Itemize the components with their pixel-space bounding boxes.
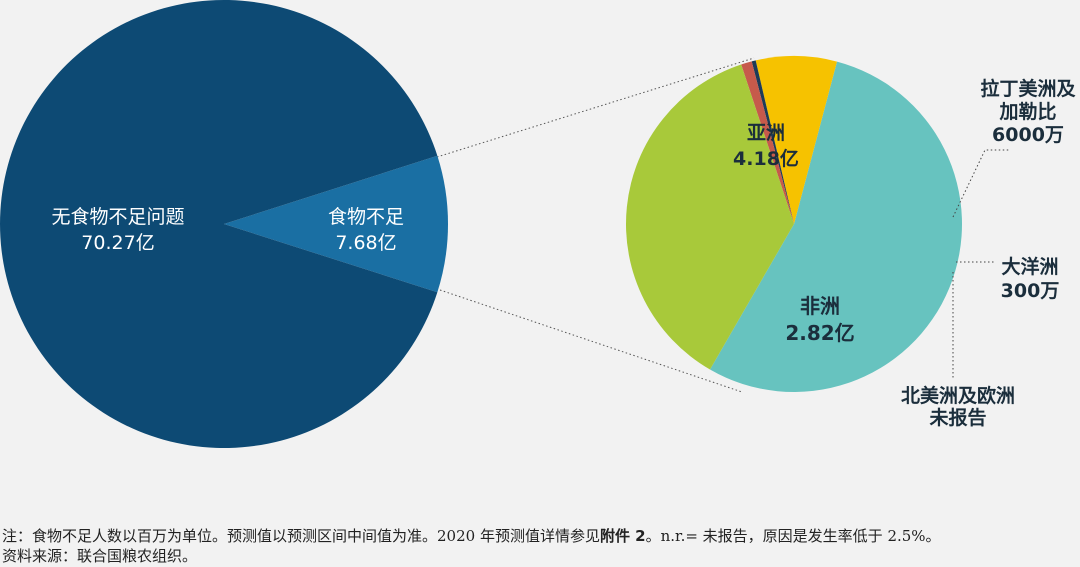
footnote: 注：食物不足人数以百万为单位。预测值以预测区间中间值为准。2020 年预测值详情… <box>2 527 941 545</box>
label-asia: 亚洲 <box>747 122 785 144</box>
value-latin-america: 6000万 <box>992 124 1064 146</box>
connector-line-bottom <box>439 289 743 393</box>
label-latin-america-line2: 加勒比 <box>998 100 1056 123</box>
source-note: 资料来源：联合国粮农组织。 <box>2 547 198 565</box>
slice-north-america-europe <box>741 61 794 224</box>
slice-food-insecurity <box>224 155 449 293</box>
slice-oceania <box>751 60 794 225</box>
slice-asia <box>710 61 962 392</box>
value-no-food-insecurity: 70.27亿 <box>81 232 154 254</box>
slice-no-food-insecurity <box>0 0 438 449</box>
footnote-text-end: 。n.r.= 未报告，原因是发生率低于 2.5%。 <box>645 527 941 545</box>
value-africa: 2.82亿 <box>785 321 854 345</box>
label-north-america-europe-line1: 北美洲及欧洲 <box>901 384 1015 407</box>
label-food-insecurity: 食物不足 <box>328 206 404 228</box>
footnote-annex-ref: 附件 2 <box>599 527 646 545</box>
big-pie <box>0 0 449 449</box>
small-pie <box>625 55 962 392</box>
label-north-america-europe-line2: 未报告 <box>928 406 986 429</box>
connector-line-top <box>436 57 755 158</box>
value-oceania: 300万 <box>1001 280 1060 302</box>
leader-line-latin-america <box>952 149 1010 218</box>
slice-africa <box>625 64 794 370</box>
footnote-text: 注：食物不足人数以百万为单位。预测值以预测区间中间值为准。2020 年预测值详情… <box>2 527 600 545</box>
value-asia: 4.18亿 <box>733 147 799 170</box>
value-food-insecurity: 7.68亿 <box>335 232 396 254</box>
label-africa: 非洲 <box>800 294 840 318</box>
slice-latin-america <box>755 55 837 225</box>
label-no-food-insecurity: 无食物不足问题 <box>51 206 184 228</box>
label-latin-america-line1: 拉丁美洲及 <box>980 77 1076 100</box>
label-oceania: 大洋洲 <box>1001 255 1058 278</box>
